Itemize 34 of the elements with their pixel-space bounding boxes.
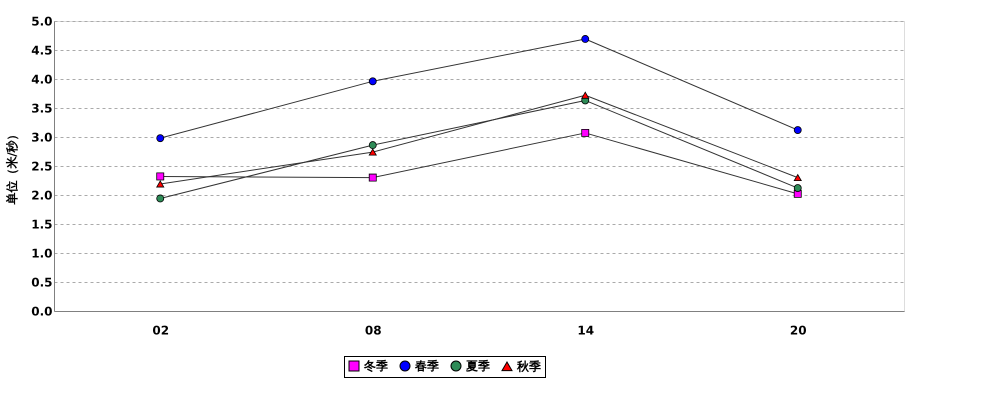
point — [368, 77, 377, 86]
legend-label: 秋季 — [516, 359, 542, 374]
legend-label: 夏季 — [465, 359, 491, 373]
legend-label: 春季 — [414, 359, 440, 373]
point — [794, 126, 802, 134]
y-tick-label: 4.0 — [31, 72, 52, 86]
point — [581, 129, 590, 137]
y-tick-label: 5.0 — [31, 14, 52, 28]
point — [368, 148, 377, 156]
x-tick-label: 08 — [364, 324, 382, 338]
point — [368, 174, 377, 182]
y-tick-label: 3.5 — [31, 102, 52, 116]
point — [156, 134, 164, 142]
point — [794, 184, 802, 192]
x-tick-label: 02 — [152, 324, 170, 338]
point — [794, 174, 802, 182]
x-tick-label: 14 — [577, 324, 594, 338]
legend-label: 冬季 — [363, 359, 389, 373]
y-tick-label: 4.5 — [31, 44, 52, 58]
y-tick-label: 0.5 — [31, 276, 52, 290]
y-axis-title: 单位（米/秒） — [5, 128, 20, 206]
point — [581, 35, 590, 43]
x-tick-label: 20 — [790, 324, 807, 338]
point — [156, 172, 164, 180]
y-tick-label: 1.0 — [31, 246, 52, 260]
y-tick-label: 2.5 — [31, 160, 52, 174]
point — [156, 194, 164, 202]
y-tick-label: 1.5 — [31, 218, 52, 232]
point — [368, 141, 377, 150]
point — [156, 180, 164, 188]
y-tick-label: 0.0 — [31, 304, 52, 318]
y-tick-label: 2.0 — [31, 188, 52, 202]
point — [581, 92, 590, 99]
y-tick-label: 3.0 — [31, 130, 52, 144]
